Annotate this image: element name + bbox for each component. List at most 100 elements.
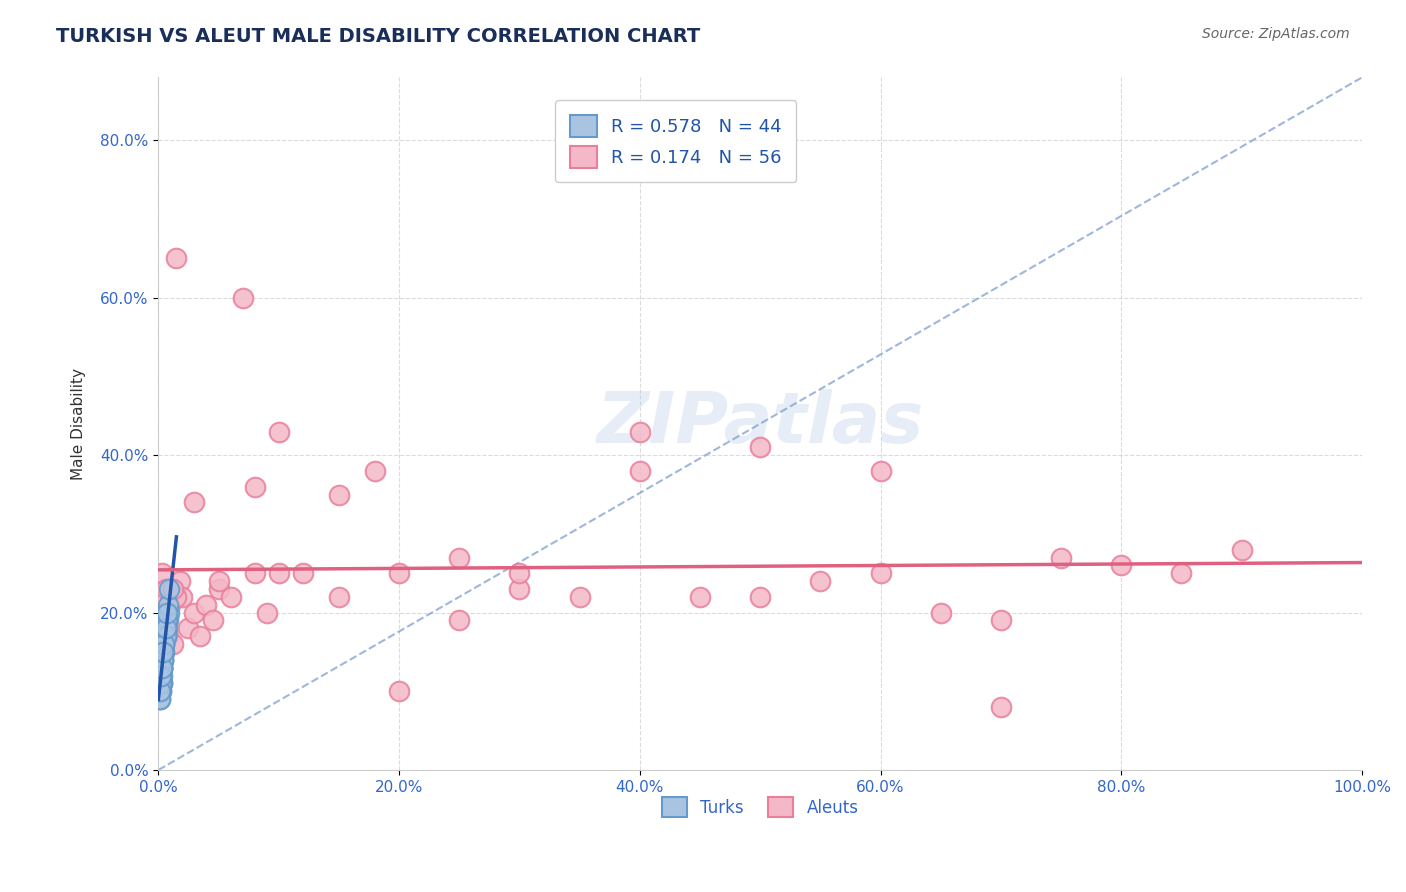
- Point: [150, 566, 173, 581]
- Text: TURKISH VS ALEUT MALE DISABILITY CORRELATION CHART: TURKISH VS ALEUT MALE DISABILITY CORRELA…: [56, 27, 700, 45]
- Point: [153, 637, 176, 651]
- Point: [152, 645, 174, 659]
- Point: [150, 661, 173, 675]
- Point: [869, 464, 891, 478]
- Point: [150, 661, 173, 675]
- Point: [449, 614, 471, 628]
- Point: [149, 668, 172, 682]
- Point: [149, 668, 172, 682]
- Point: [165, 590, 187, 604]
- Point: [207, 582, 229, 596]
- Point: [328, 590, 350, 604]
- Point: [869, 566, 891, 581]
- Point: [195, 598, 218, 612]
- Point: [148, 692, 170, 706]
- Point: [155, 629, 177, 643]
- Legend: Turks, Aleuts: Turks, Aleuts: [655, 790, 866, 824]
- Point: [628, 464, 651, 478]
- Point: [183, 495, 205, 509]
- Point: [1170, 566, 1192, 581]
- Text: ZIPatlas: ZIPatlas: [596, 389, 924, 458]
- Point: [1109, 558, 1132, 573]
- Point: [156, 614, 179, 628]
- Point: [155, 621, 177, 635]
- Point: [388, 684, 411, 698]
- Point: [1050, 550, 1073, 565]
- Point: [929, 606, 952, 620]
- Point: [256, 606, 278, 620]
- Point: [152, 606, 174, 620]
- Point: [152, 645, 174, 659]
- Point: [156, 598, 179, 612]
- Point: [149, 668, 172, 682]
- Point: [156, 614, 179, 628]
- Point: [155, 629, 177, 643]
- Point: [207, 574, 229, 588]
- Point: [990, 614, 1012, 628]
- Point: [568, 590, 591, 604]
- Point: [150, 661, 173, 675]
- Point: [808, 574, 831, 588]
- Point: [156, 621, 179, 635]
- Point: [243, 480, 266, 494]
- Point: [153, 637, 176, 651]
- Point: [148, 676, 170, 690]
- Point: [388, 566, 411, 581]
- Point: [628, 425, 651, 439]
- Point: [152, 653, 174, 667]
- Point: [148, 653, 170, 667]
- Point: [177, 621, 200, 635]
- Point: [150, 676, 173, 690]
- Point: [157, 582, 180, 596]
- Point: [243, 566, 266, 581]
- Point: [328, 487, 350, 501]
- Point: [156, 629, 179, 643]
- Point: [153, 645, 176, 659]
- Point: [990, 700, 1012, 714]
- Y-axis label: Male Disability: Male Disability: [72, 368, 86, 480]
- Point: [155, 629, 177, 643]
- Point: [148, 692, 170, 706]
- Point: [232, 291, 254, 305]
- Point: [149, 661, 172, 675]
- Point: [152, 645, 174, 659]
- Point: [157, 606, 180, 620]
- Point: [159, 598, 181, 612]
- Point: [149, 621, 172, 635]
- Point: [449, 550, 471, 565]
- Point: [267, 566, 290, 581]
- Point: [149, 645, 172, 659]
- Point: [165, 252, 187, 266]
- Point: [149, 684, 172, 698]
- Point: [291, 566, 314, 581]
- Point: [508, 582, 530, 596]
- Point: [508, 566, 530, 581]
- Point: [155, 582, 177, 596]
- Point: [148, 684, 170, 698]
- Text: Source: ZipAtlas.com: Source: ZipAtlas.com: [1202, 27, 1350, 41]
- Point: [749, 440, 772, 454]
- Point: [148, 668, 170, 682]
- Point: [148, 684, 170, 698]
- Point: [172, 590, 194, 604]
- Point: [169, 574, 191, 588]
- Point: [148, 590, 170, 604]
- Point: [156, 606, 179, 620]
- Point: [156, 614, 179, 628]
- Point: [153, 645, 176, 659]
- Point: [162, 637, 184, 651]
- Point: [183, 606, 205, 620]
- Point: [153, 637, 176, 651]
- Point: [162, 582, 184, 596]
- Point: [150, 676, 173, 690]
- Point: [150, 668, 173, 682]
- Point: [267, 425, 290, 439]
- Point: [749, 590, 772, 604]
- Point: [689, 590, 711, 604]
- Point: [152, 653, 174, 667]
- Point: [150, 661, 173, 675]
- Point: [190, 629, 212, 643]
- Point: [149, 684, 172, 698]
- Point: [201, 614, 224, 628]
- Point: [364, 464, 387, 478]
